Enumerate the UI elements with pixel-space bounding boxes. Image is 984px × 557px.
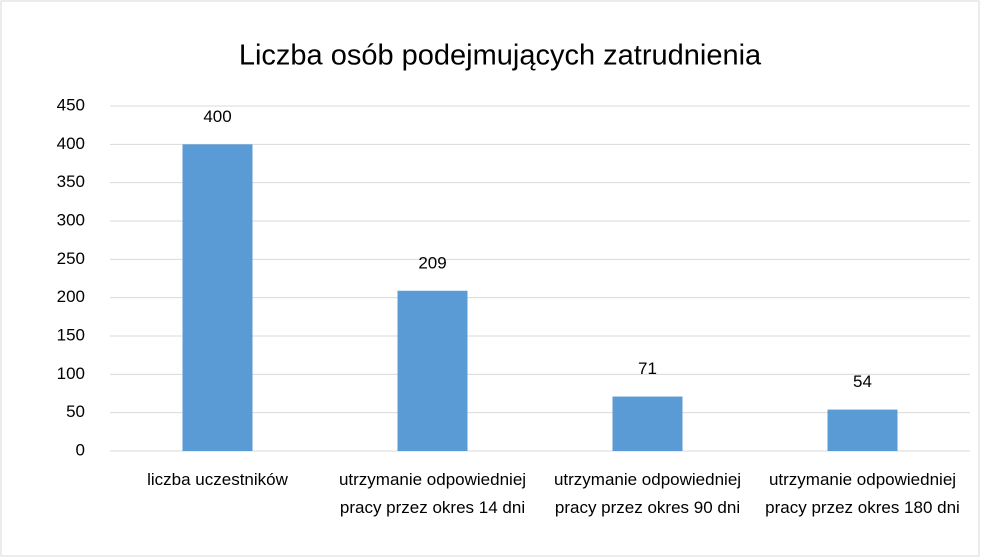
y-tick-label: 250 (57, 249, 85, 268)
data-label: 400 (203, 107, 231, 126)
x-tick-label: utrzymanie odpowiedniej pracy przez okre… (765, 470, 960, 517)
bar (827, 409, 898, 451)
bar (397, 290, 468, 451)
y-tick-label: 400 (57, 134, 85, 153)
data-label: 209 (418, 253, 446, 272)
bar (612, 396, 683, 451)
x-tick-label: utrzymanie odpowiedniej pracy przez okre… (553, 470, 742, 517)
chart-title: Liczba osób podejmujących zatrudnienia (239, 40, 762, 72)
x-tick-label: utrzymanie odpowiedniej pracy przez okre… (338, 470, 527, 517)
y-tick-label: 200 (57, 287, 85, 306)
data-label: 71 (638, 359, 657, 378)
y-tick-label: 50 (66, 402, 85, 421)
bar (182, 144, 253, 452)
data-label: 54 (853, 372, 872, 391)
y-tick-label: 100 (57, 364, 85, 383)
y-tick-label: 450 (57, 95, 85, 114)
y-tick-label: 350 (57, 172, 85, 191)
y-tick-label: 0 (76, 440, 85, 459)
y-tick-label: 150 (57, 325, 85, 344)
x-tick-label: liczba uczestników (147, 470, 288, 489)
y-tick-label: 300 (57, 210, 85, 229)
